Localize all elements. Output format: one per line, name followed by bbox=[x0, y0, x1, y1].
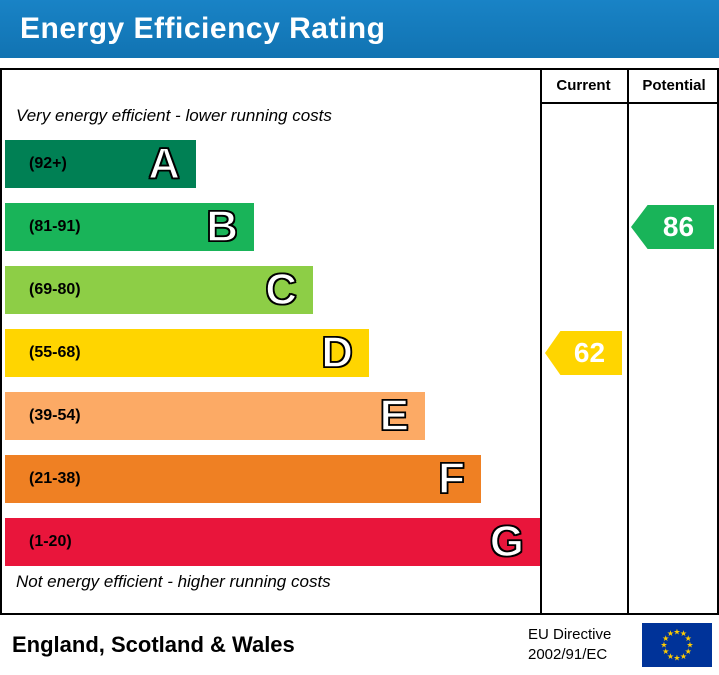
eu-flag-star: ★ bbox=[667, 629, 674, 638]
eu-flag-star: ★ bbox=[662, 647, 669, 656]
eu-flag-star: ★ bbox=[680, 652, 687, 661]
eu-flag-star: ★ bbox=[662, 634, 669, 643]
potential-rating-value: 86 bbox=[662, 211, 695, 242]
eu-directive-text: EU Directive 2002/91/EC bbox=[528, 625, 611, 665]
current-rating-arrow: 62 bbox=[545, 331, 622, 375]
band-bar-F: (21-38) F bbox=[5, 454, 481, 504]
band-letter-G: G bbox=[489, 517, 525, 567]
band-range-F: (21-38) bbox=[29, 470, 81, 487]
footer: England, Scotland & Wales EU Directive 2… bbox=[0, 615, 719, 675]
band-letter-E: E bbox=[379, 391, 410, 441]
band-row-C: (69-80) C bbox=[5, 265, 540, 315]
band-bar-E: (39-54) E bbox=[5, 391, 425, 441]
page-title: Energy Efficiency Rating bbox=[20, 12, 386, 45]
band-letter-F: F bbox=[437, 454, 465, 504]
eu-flag-star: ★ bbox=[673, 628, 680, 637]
title-bar: Energy Efficiency Rating bbox=[0, 0, 719, 58]
band-row-A: (92+) A bbox=[5, 139, 540, 189]
band-letter-A: A bbox=[147, 139, 180, 189]
eu-flag-star: ★ bbox=[685, 634, 692, 643]
current-column-divider bbox=[540, 70, 542, 613]
bands: (92+) A (81-91) B (69-80) C (55-68) D (39-54) E (2… bbox=[5, 139, 540, 581]
top-note: Very energy efficient - lower running co… bbox=[16, 106, 332, 125]
eu-flag-star: ★ bbox=[673, 654, 680, 663]
band-bar-A: (92+) A bbox=[5, 139, 196, 189]
band-range-C: (69-80) bbox=[29, 281, 81, 298]
eu-flag-star: ★ bbox=[685, 647, 692, 656]
eu-directive-line2: 2002/91/EC bbox=[528, 646, 608, 663]
band-range-E: (39-54) bbox=[29, 407, 81, 424]
potential-column-divider bbox=[627, 70, 629, 613]
band-range-B: (81-91) bbox=[29, 218, 81, 235]
column-header-underline bbox=[540, 102, 717, 104]
band-row-D: (55-68) D bbox=[5, 328, 540, 378]
band-bar-C: (69-80) C bbox=[5, 265, 313, 315]
band-range-A: (92+) bbox=[29, 155, 67, 172]
eu-flag-field bbox=[642, 623, 712, 667]
eu-flag-stars: ★ ★★★★★★★★★★★ bbox=[660, 628, 693, 663]
eu-flag-star: ★ bbox=[680, 629, 687, 638]
eu-flag-star: ★ bbox=[686, 641, 693, 650]
band-letter-B: B bbox=[205, 202, 238, 252]
bottom-note: Not energy efficient - higher running co… bbox=[16, 572, 331, 591]
eu-flag-star: ★ bbox=[667, 652, 674, 661]
band-bar-G: (1-20) G bbox=[5, 517, 540, 567]
region-label: England, Scotland & Wales bbox=[12, 632, 295, 657]
potential-rating-arrow: 86 bbox=[631, 205, 714, 249]
band-range-D: (55-68) bbox=[29, 344, 81, 361]
eu-flag-icon: ★ ★★★★★★★★★★★ bbox=[642, 623, 712, 667]
band-bar-B: (81-91) B bbox=[5, 202, 254, 252]
band-letter-C: C bbox=[264, 265, 297, 315]
eu-flag-star: ★ bbox=[660, 641, 667, 650]
potential-column-header: Potential bbox=[642, 77, 706, 94]
band-range-G: (1-20) bbox=[29, 533, 72, 550]
band-row-F: (21-38) F bbox=[5, 454, 540, 504]
band-row-E: (39-54) E bbox=[5, 391, 540, 441]
band-row-G: (1-20) G bbox=[5, 517, 540, 567]
band-row-B: (81-91) B bbox=[5, 202, 540, 252]
epc-chart: Current Potential Very energy efficient … bbox=[0, 68, 719, 615]
current-column-header: Current bbox=[556, 77, 611, 94]
eu-directive-line1: EU Directive bbox=[528, 626, 612, 643]
band-letter-D: D bbox=[320, 328, 353, 378]
current-rating-value: 62 bbox=[573, 337, 606, 368]
band-bar-D: (55-68) D bbox=[5, 328, 369, 378]
